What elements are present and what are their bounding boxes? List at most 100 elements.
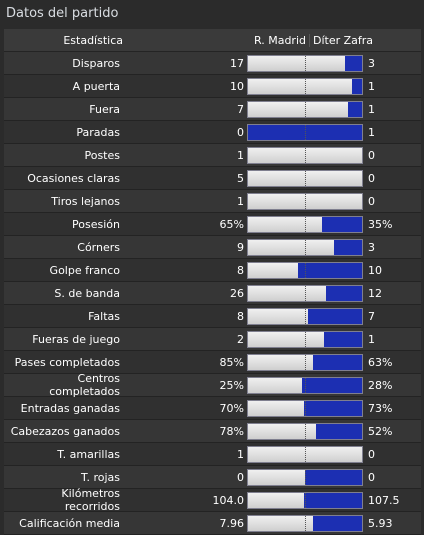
center-marker bbox=[305, 78, 306, 94]
table-row: Calificación media 7.96 5.93 bbox=[4, 512, 421, 535]
home-share-fill bbox=[248, 515, 313, 531]
away-value: 0 bbox=[368, 194, 375, 208]
away-value: 73% bbox=[368, 401, 393, 415]
home-value: 7.96 bbox=[219, 516, 245, 530]
home-share-fill bbox=[248, 423, 317, 439]
stat-label: Tiros lejanos bbox=[51, 194, 120, 208]
home-value: 8 bbox=[237, 263, 244, 277]
comparison-bar bbox=[247, 422, 363, 440]
home-share-fill bbox=[248, 55, 345, 71]
home-value: 85% bbox=[219, 355, 244, 369]
home-share-fill bbox=[248, 78, 352, 94]
stat-label: Kilómetros recorridos bbox=[61, 487, 120, 513]
center-marker bbox=[305, 55, 306, 71]
comparison-bar bbox=[247, 514, 363, 532]
stat-label: Entradas ganadas bbox=[20, 401, 120, 415]
away-value: 10 bbox=[368, 263, 382, 277]
comparison-bar bbox=[247, 169, 363, 187]
stat-label: Fuera bbox=[89, 102, 120, 116]
table-row: Paradas 0 1 bbox=[4, 121, 421, 144]
center-marker bbox=[305, 492, 306, 508]
match-stats-table: Estadística R. Madrid Díter Zafra Dispar… bbox=[4, 29, 421, 535]
column-header-stat[interactable]: Estadística bbox=[63, 33, 123, 47]
center-marker bbox=[305, 101, 306, 117]
table-row: Ocasiones claras 5 0 bbox=[4, 167, 421, 190]
home-value: 0 bbox=[237, 125, 244, 139]
stat-label: Centros completados bbox=[49, 372, 120, 398]
comparison-bar bbox=[247, 468, 363, 486]
center-marker bbox=[305, 239, 306, 255]
stat-label: Paradas bbox=[76, 125, 120, 139]
center-marker bbox=[305, 124, 306, 140]
home-value: 0 bbox=[237, 470, 244, 484]
stat-label: T. rojas bbox=[81, 470, 120, 484]
center-marker bbox=[305, 170, 306, 186]
center-marker bbox=[305, 262, 306, 278]
center-marker bbox=[305, 377, 306, 393]
table-row: Cabezazos ganados 78% 52% bbox=[4, 420, 421, 443]
home-value: 2 bbox=[237, 332, 244, 346]
center-marker bbox=[305, 400, 306, 416]
stat-label: Ocasiones claras bbox=[27, 171, 120, 185]
column-header-home-team[interactable]: R. Madrid bbox=[253, 33, 306, 47]
table-header: Estadística R. Madrid Díter Zafra bbox=[4, 29, 421, 52]
home-value: 17 bbox=[230, 56, 244, 70]
stat-label: Fueras de juego bbox=[32, 332, 120, 346]
table-row: Tiros lejanos 1 0 bbox=[4, 190, 421, 213]
home-share-fill bbox=[248, 262, 299, 278]
home-share-fill bbox=[248, 469, 305, 485]
comparison-bar bbox=[247, 123, 363, 141]
away-value: 1 bbox=[368, 102, 375, 116]
comparison-bar bbox=[247, 261, 363, 279]
comparison-bar bbox=[247, 445, 363, 463]
home-share-fill bbox=[248, 216, 323, 232]
home-share-fill bbox=[248, 331, 325, 347]
home-value: 1 bbox=[237, 194, 244, 208]
stat-label: Postes bbox=[84, 148, 120, 162]
home-share-fill bbox=[248, 308, 309, 324]
table-row: A puerta 10 1 bbox=[4, 75, 421, 98]
home-share-fill bbox=[248, 354, 313, 370]
home-value: 10 bbox=[230, 79, 244, 93]
away-value: 3 bbox=[368, 240, 375, 254]
comparison-bar bbox=[247, 491, 363, 509]
stat-label: Faltas bbox=[88, 309, 120, 323]
table-row: Kilómetros recorridos 104.0 107.5 bbox=[4, 487, 421, 513]
table-row: Disparos 17 3 bbox=[4, 52, 421, 75]
stat-label: Córners bbox=[77, 240, 120, 254]
stat-label: Cabezazos ganados bbox=[10, 424, 120, 438]
column-header-away-team[interactable]: Díter Zafra bbox=[309, 33, 421, 47]
away-value: 5.93 bbox=[368, 516, 393, 530]
center-marker bbox=[305, 193, 306, 209]
table-row: Posesión 65% 35% bbox=[4, 213, 421, 236]
table-row: Córners 9 3 bbox=[4, 236, 421, 259]
home-value: 7 bbox=[237, 102, 244, 116]
away-value: 63% bbox=[368, 355, 393, 369]
comparison-bar bbox=[247, 376, 363, 394]
table-row: Faltas 8 7 bbox=[4, 305, 421, 328]
home-share-fill bbox=[248, 239, 334, 255]
table-row: S. de banda 26 12 bbox=[4, 282, 421, 305]
comparison-bar bbox=[247, 100, 363, 118]
stat-label: Golpe franco bbox=[49, 263, 120, 277]
away-value: 52% bbox=[368, 424, 393, 438]
stat-label: T. amarillas bbox=[57, 447, 120, 461]
panel-title: Datos del partido bbox=[0, 0, 424, 28]
comparison-bar bbox=[247, 77, 363, 95]
home-share-fill bbox=[248, 285, 326, 301]
home-value: 1 bbox=[237, 148, 244, 162]
table-row: Centros completados 25% 28% bbox=[4, 372, 421, 398]
comparison-bar bbox=[247, 54, 363, 72]
away-value: 28% bbox=[368, 378, 393, 392]
comparison-bar bbox=[247, 192, 363, 210]
table-row: Entradas ganadas 70% 73% bbox=[4, 397, 421, 420]
home-value: 1 bbox=[237, 447, 244, 461]
away-value: 1 bbox=[368, 125, 375, 139]
center-marker bbox=[305, 147, 306, 163]
center-marker bbox=[305, 331, 306, 347]
center-marker bbox=[305, 515, 306, 531]
home-share-fill bbox=[248, 400, 304, 416]
home-value: 70% bbox=[219, 401, 244, 415]
comparison-bar bbox=[247, 146, 363, 164]
comparison-bar bbox=[247, 330, 363, 348]
